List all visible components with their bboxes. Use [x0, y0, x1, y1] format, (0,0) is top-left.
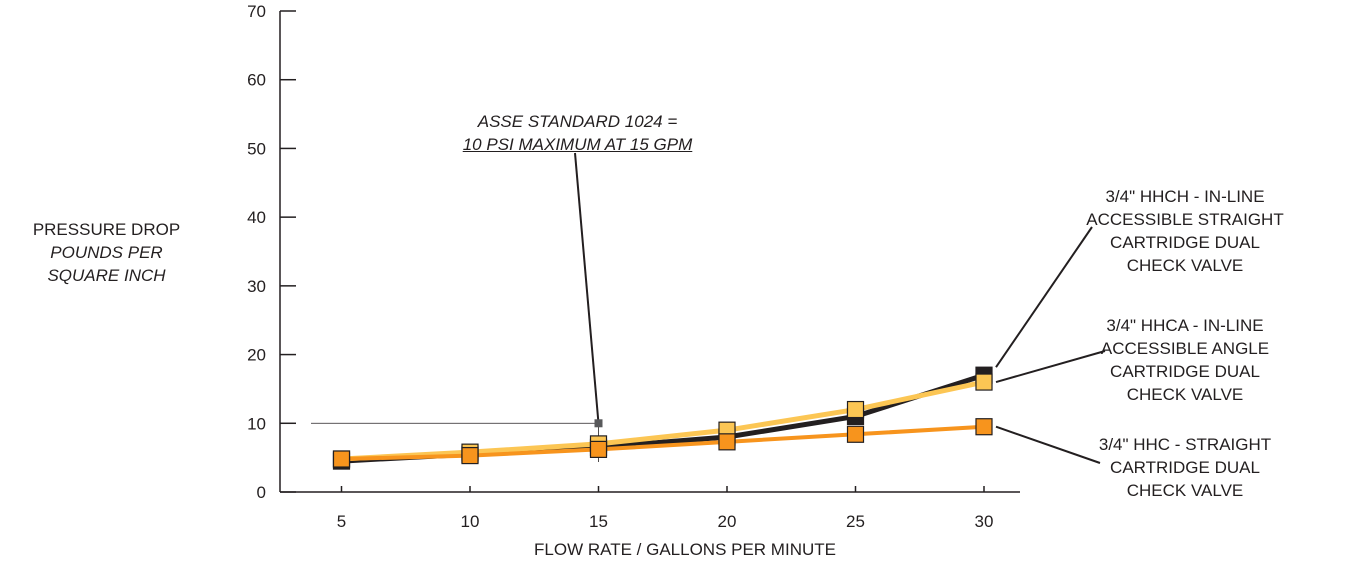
x-tick-label: 5 [337, 512, 346, 531]
legend-line: CHECK VALVE [1126, 385, 1244, 404]
annotation-point-marker [594, 419, 603, 428]
legend-line: CHECK VALVE [1126, 256, 1244, 275]
x-tick-label: 25 [846, 512, 865, 531]
legend-line: CARTRIDGE DUAL [1110, 233, 1260, 252]
series-line-1 [339, 379, 987, 462]
legend-entry-hhch: 3/4" HHCH - IN-LINE ACCESSIBLE STRAIGHT … [1040, 185, 1330, 277]
x-axis-label: FLOW RATE / GALLONS PER MINUTE [534, 540, 836, 559]
data-point-marker [461, 446, 479, 465]
x-tick-label: 30 [975, 512, 994, 531]
legend-line: CARTRIDGE DUAL [1110, 458, 1260, 477]
data-point-marker [846, 400, 865, 419]
legend-line: CHECK VALVE [1126, 481, 1244, 500]
y-tick-label: 30 [247, 277, 266, 296]
y-tick-label: 50 [247, 139, 266, 158]
y-axis-label-line: SQUARE INCH [47, 266, 166, 285]
annotation-line: ASSE STANDARD 1024 = [477, 112, 678, 131]
legend-line: CARTRIDGE DUAL [1110, 362, 1260, 381]
data-point-marker [975, 373, 993, 391]
legend-line: 3/4" HHCA - IN-LINE [1106, 316, 1264, 335]
legend-line: 3/4" HHC - STRAIGHT [1098, 435, 1272, 454]
series-markers [332, 366, 993, 470]
legend-leader-line-2 [995, 425, 1101, 464]
annotation-line: 10 PSI MAXIMUM AT 15 GPM [462, 135, 693, 154]
legend-line: ACCESSIBLE STRAIGHT [1086, 210, 1284, 229]
series-line-2 [339, 424, 986, 462]
legend-leaders [995, 226, 1106, 464]
series-line-0 [339, 372, 987, 464]
data-point-marker [589, 440, 608, 458]
x-tick-label: 20 [718, 512, 737, 531]
data-point-marker [718, 433, 736, 451]
legend-leader-line-0 [995, 226, 1093, 368]
x-tick-label: 10 [461, 512, 480, 531]
data-point-marker [332, 450, 351, 468]
y-axis-label-line: PRESSURE DROP [32, 220, 181, 239]
y-tick-label: 70 [247, 2, 266, 21]
legend-line: ACCESSIBLE ANGLE [1100, 339, 1270, 358]
annotation-leader-line [574, 152, 600, 424]
legend-leader-line-1 [995, 350, 1106, 384]
y-tick-label: 40 [247, 208, 266, 227]
asse-standard-annotation: ASSE STANDARD 1024 = 10 PSI MAXIMUM AT 1… [405, 110, 750, 156]
x-tick-label: 15 [589, 512, 608, 531]
legend-entry-hhca: 3/4" HHCA - IN-LINE ACCESSIBLE ANGLE CAR… [1040, 314, 1330, 406]
y-tick-label: 20 [247, 346, 266, 365]
y-tick-label: 60 [247, 71, 266, 90]
series-lines [339, 372, 987, 464]
annotation-leaders [311, 152, 603, 462]
y-tick-label: 0 [257, 483, 266, 502]
y-tick-label: 10 [247, 414, 266, 433]
legend-line: 3/4" HHCH - IN-LINE [1105, 187, 1265, 206]
data-point-marker [975, 418, 993, 436]
data-point-marker [846, 425, 865, 443]
y-axis-label: PRESSURE DROP POUNDS PER SQUARE INCH [4, 218, 209, 287]
legend-entry-hhc: 3/4" HHC - STRAIGHT CARTRIDGE DUAL CHECK… [1040, 433, 1330, 502]
y-axis-label-line: POUNDS PER [50, 243, 163, 262]
axes: 0 10 20 30 40 50 60 70 5 10 15 20 25 30 [247, 2, 1020, 531]
